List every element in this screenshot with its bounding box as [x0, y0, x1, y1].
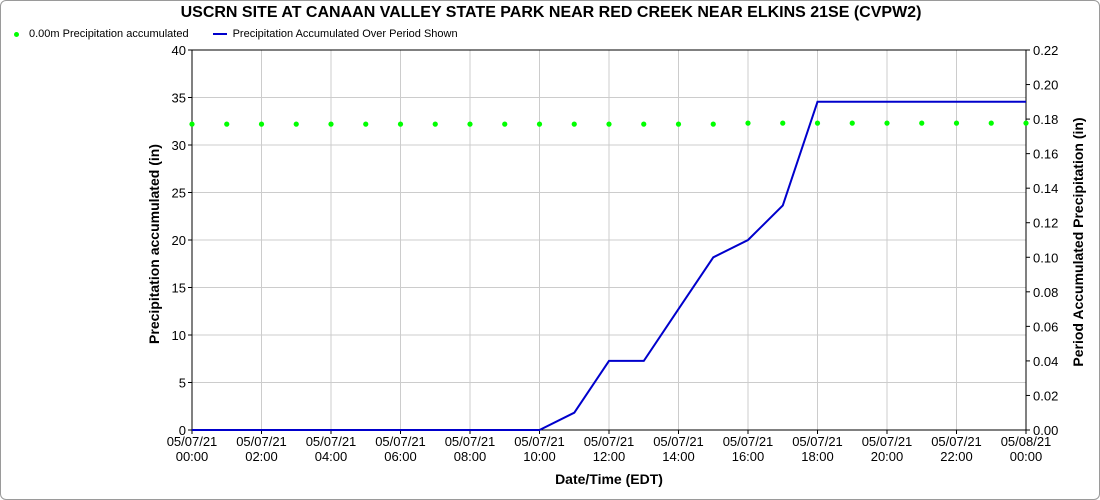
- x-tick-label: 05/07/21: [445, 434, 496, 449]
- precip-accumulated-point: [467, 121, 473, 127]
- x-tick-label: 12:00: [593, 449, 626, 464]
- y-right-tick-label: 0.20: [1033, 78, 1058, 93]
- y-left-tick-label: 15: [172, 281, 186, 296]
- precip-accumulated-point: [189, 121, 195, 127]
- precip-accumulated-point: [780, 120, 786, 126]
- x-tick-label: 05/07/21: [375, 434, 426, 449]
- precip-accumulated-point: [363, 121, 369, 127]
- x-tick-label: 05/07/21: [584, 434, 635, 449]
- x-tick-label: 10:00: [523, 449, 556, 464]
- y-right-tick-label: 0.22: [1033, 43, 1058, 58]
- x-tick-label: 22:00: [940, 449, 973, 464]
- x-tick-label: 05/07/21: [167, 434, 218, 449]
- y-right-axis-label: Period Accumulated Precipitation (in): [1070, 117, 1086, 366]
- y-left-tick-label: 35: [172, 91, 186, 106]
- x-tick-label: 05/07/21: [723, 434, 774, 449]
- y-left-tick-label: 25: [172, 186, 186, 201]
- x-tick-label: 18:00: [801, 449, 834, 464]
- x-tick-label: 02:00: [245, 449, 278, 464]
- y-right-tick-label: 0.00: [1033, 423, 1058, 438]
- precip-accumulated-point: [397, 121, 404, 127]
- y-left-tick-label: 20: [172, 233, 186, 248]
- precip-accumulated-point: [224, 121, 230, 127]
- x-axis-label: Date/Time (EDT): [555, 471, 663, 487]
- x-tick-label: 05/07/21: [236, 434, 287, 449]
- precip-accumulated-point: [745, 120, 751, 126]
- y-left-tick-label: 5: [179, 376, 186, 391]
- period-precip-line: [192, 100, 1026, 431]
- x-tick-label: 00:00: [1010, 449, 1043, 464]
- precip-accumulated-point: [258, 121, 265, 127]
- precip-accumulated-point: [710, 121, 716, 127]
- x-tick-label: 05/07/21: [931, 434, 982, 449]
- precip-accumulated-point: [1023, 120, 1029, 126]
- chart-title: USCRN SITE AT CANAAN VALLEY STATE PARK N…: [180, 4, 922, 21]
- precip-accumulated-point: [953, 120, 960, 126]
- y-right-tick-label: 0.10: [1033, 250, 1058, 265]
- y-left-tick-label: 0: [179, 423, 186, 438]
- y-right-tick-label: 0.16: [1033, 147, 1058, 162]
- y-left-tick-label: 10: [172, 328, 186, 343]
- precip-accumulated-point: [675, 121, 682, 127]
- y-left-tick-label: 30: [172, 138, 186, 153]
- x-tick-label: 05/07/21: [862, 434, 913, 449]
- x-tick-label: 06:00: [384, 449, 417, 464]
- y-right-tick-label: 0.06: [1033, 319, 1058, 334]
- x-tick-label: 05/07/21: [306, 434, 357, 449]
- x-tick-label: 04:00: [315, 449, 348, 464]
- y-right-tick-label: 0.18: [1033, 112, 1058, 127]
- precip-accumulated-point: [328, 121, 334, 127]
- x-tick-label: 05/07/21: [792, 434, 843, 449]
- precip-accumulated-point: [849, 120, 855, 126]
- y-right-tick-label: 0.04: [1033, 354, 1058, 369]
- x-tick-label: 16:00: [732, 449, 765, 464]
- legend-item-points: 0.00m Precipitation accumulated: [11, 28, 189, 40]
- x-tick-label: 08:00: [454, 449, 487, 464]
- precip-accumulated-point: [884, 120, 890, 126]
- legend-label-points: 0.00m Precipitation accumulated: [29, 28, 189, 40]
- plot-border: [191, 49, 1027, 431]
- y-right-tick-label: 0.14: [1033, 181, 1058, 196]
- x-tick-label: 05/07/21: [514, 434, 565, 449]
- x-tick-label: 00:00: [176, 449, 209, 464]
- precip-accumulated-point: [432, 121, 438, 127]
- precip-accumulated-point: [293, 121, 299, 127]
- y-left-tick-label: 40: [172, 43, 186, 58]
- precip-accumulated-point: [606, 121, 612, 127]
- precip-accumulated-point: [919, 120, 925, 126]
- x-tick-label: 05/08/21: [1001, 434, 1052, 449]
- precip-accumulated-point: [502, 121, 508, 127]
- precip-accumulated-point: [988, 120, 994, 126]
- y-right-tick-label: 0.12: [1033, 216, 1058, 231]
- precip-accumulated-point: [814, 120, 821, 126]
- x-tick-label: 14:00: [662, 449, 695, 464]
- legend-line-marker: [212, 33, 227, 35]
- legend-point-marker: [14, 31, 19, 37]
- precip-accumulated-point: [571, 121, 577, 127]
- x-tick-label: 05/07/21: [653, 434, 704, 449]
- y-left-axis-label: Precipitation accumulated (in): [146, 144, 162, 344]
- precip-accumulated-point: [641, 121, 647, 127]
- y-right-tick-label: 0.02: [1033, 388, 1058, 403]
- legend-item-line: Precipitation Accumulated Over Period Sh…: [212, 28, 458, 40]
- chart-legend: 0.00m Precipitation accumulated Precipit…: [11, 28, 482, 40]
- legend-label-line: Precipitation Accumulated Over Period Sh…: [232, 28, 458, 40]
- x-tick-label: 20:00: [871, 449, 904, 464]
- precip-accumulated-point: [536, 121, 543, 127]
- y-right-tick-label: 0.08: [1033, 285, 1058, 300]
